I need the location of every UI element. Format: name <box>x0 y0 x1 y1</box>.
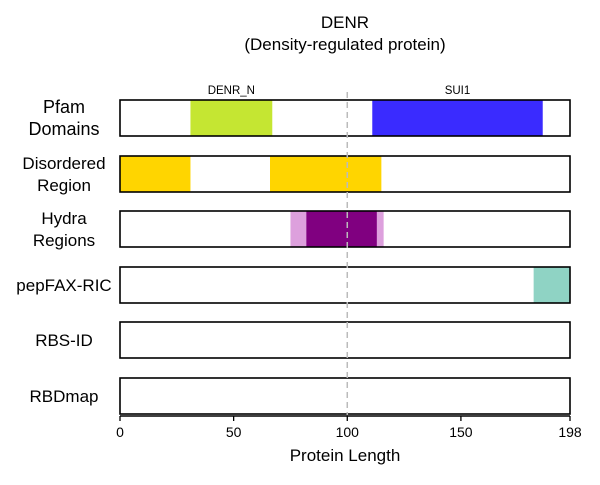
x-axis-label: Protein Length <box>290 446 401 465</box>
track-3: pepFAX-RIC <box>16 266 571 304</box>
segment-3-0 <box>533 267 570 303</box>
track-label-1-1: Region <box>37 176 91 195</box>
domain-label-sui1: SUI1 <box>445 85 471 97</box>
track-label-4-0: RBS-ID <box>35 331 93 350</box>
track-frame-2 <box>119 210 571 248</box>
track-label-2-0: Hydra <box>41 209 87 228</box>
segment-1-0 <box>120 156 191 192</box>
x-tick-label-198: 198 <box>558 424 582 440</box>
track-label-0-0: Pfam <box>43 97 85 117</box>
track-label-0-1: Domains <box>28 119 99 139</box>
segment-1-1 <box>270 156 382 192</box>
track-frame-1 <box>119 155 571 193</box>
track-frame-3 <box>119 266 571 304</box>
track-frame-4 <box>119 321 571 359</box>
x-tick-label-50: 50 <box>226 424 242 440</box>
track-frame-0 <box>119 99 571 137</box>
segment-0-0 <box>190 100 273 136</box>
track-label-2-1: Regions <box>33 231 95 250</box>
track-5: RBDmap <box>30 377 571 415</box>
chart-subtitle: (Density-regulated protein) <box>244 35 445 54</box>
segment-2-1 <box>306 211 377 247</box>
track-1: Disordered Region <box>22 154 571 195</box>
track-label-1-0: Disordered <box>22 154 105 173</box>
chart-title: DENR <box>321 13 369 32</box>
x-tick-label-150: 150 <box>449 424 473 440</box>
track-label-5-0: RBDmap <box>30 387 99 406</box>
track-label-3-0: pepFAX-RIC <box>16 276 111 295</box>
segment-0-1 <box>372 100 543 136</box>
track-frame-5 <box>119 377 571 415</box>
x-tick-label-100: 100 <box>336 424 360 440</box>
x-axis: 0 50 100 150 198 <box>116 415 582 440</box>
domain-label-denr-n: DENR_N <box>208 85 255 97</box>
track-2: Hydra Regions <box>33 209 571 250</box>
track-4: RBS-ID <box>35 321 571 359</box>
x-tick-label-0: 0 <box>116 424 124 440</box>
